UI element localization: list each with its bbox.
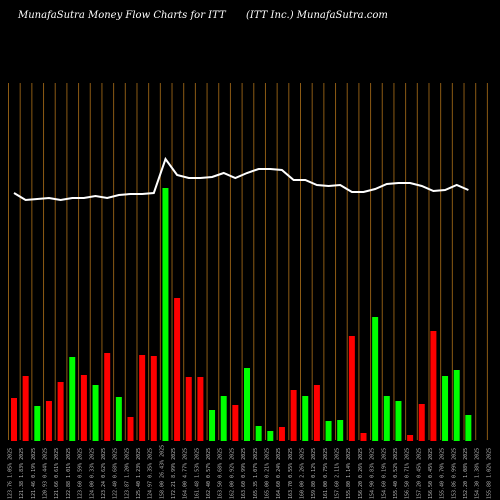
money-flow-bar	[442, 376, 449, 441]
x-tick-label: 159.80 0.12% 2025	[311, 448, 317, 499]
x-tick-label: 154.90 0.83% 2025	[370, 448, 376, 499]
money-flow-bar	[80, 375, 87, 441]
money-flow-bar	[11, 398, 17, 441]
money-flow-bar	[45, 401, 52, 441]
x-tick-label: 161.00 0.75% 2025	[323, 448, 329, 499]
x-tick-label: 153.86 0.99% 2025	[451, 448, 457, 499]
price-line	[13, 156, 469, 202]
x-tick-label: 163.60 0.99% 2025	[241, 448, 247, 499]
money-flow-bar	[278, 427, 285, 441]
x-tick-label: 125.40 1.23% 2025	[136, 448, 142, 499]
money-flow-bar	[244, 368, 250, 441]
money-flow-bar	[34, 406, 41, 441]
money-flow-bar	[325, 421, 332, 441]
x-tick-label: 123.24 0.62% 2025	[101, 448, 107, 499]
money-flow-bar	[383, 396, 390, 441]
x-tick-label: 155.40 0.52% 2025	[393, 448, 399, 499]
x-tick-label: 163.70 0.55% 2025	[288, 448, 294, 499]
money-flow-bar	[209, 410, 216, 441]
x-tick-label: 154.30 1.38% 2025	[475, 448, 481, 499]
money-flow-bar	[372, 317, 379, 441]
money-flow-bar	[360, 433, 367, 441]
x-tick-label: 122.88 1.01% 2025	[66, 448, 72, 499]
money-flow-bar	[127, 417, 134, 441]
money-flow-bar	[337, 420, 344, 441]
money-flow-bar	[115, 397, 122, 441]
x-tick-label: 156.50 0.45% 2025	[428, 448, 434, 499]
money-flow-bar	[453, 370, 460, 441]
x-tick-label: 121.38 1.83% 2025	[19, 448, 25, 499]
x-tick-label: 172.21 8.99% 2025	[171, 448, 177, 499]
x-tick-label: 162.40 0.57% 2025	[206, 448, 212, 499]
x-tick-label: 156.20 0.26% 2025	[358, 448, 364, 499]
money-flow-bar	[185, 377, 192, 441]
money-flow-bar	[465, 415, 472, 441]
money-flow-bar	[162, 188, 169, 441]
money-flow-bar	[395, 401, 402, 441]
money-flow-bar	[255, 426, 262, 441]
money-flow-bar	[69, 357, 76, 441]
x-tick-label: 155.88 1.02% 2025	[486, 448, 492, 499]
money-flow-bar	[407, 435, 414, 441]
x-tick-label: 124.00 0.33% 2025	[89, 448, 95, 499]
money-flow-bar	[348, 336, 355, 441]
money-flow-bar	[22, 376, 29, 441]
x-tick-label: 156.50 0.71% 2025	[405, 448, 411, 499]
money-flow-bar	[313, 385, 320, 441]
x-tick-label: 160.00 2.26% 2025	[300, 448, 306, 499]
x-tick-label: 164.00 4.77% 2025	[183, 448, 189, 499]
x-tick-label: 161.48 1.53% 2025	[194, 448, 200, 499]
x-tick-label: 120.93 0.44% 2025	[43, 448, 49, 499]
chart-subtitle: (ITT Inc.) MunafaSutra.com	[246, 10, 388, 21]
money-flow-bar	[267, 431, 274, 441]
money-flow-bar	[104, 353, 111, 441]
money-flow-bar	[430, 331, 437, 441]
money-flow-bar	[174, 298, 181, 441]
x-tick-label: 121.46 0.19% 2025	[31, 448, 37, 499]
x-tick-label: 121.66 0.61% 2025	[54, 448, 60, 499]
x-tick-label: 165.35 1.07% 2025	[253, 448, 259, 499]
money-flow-bar	[232, 405, 239, 441]
x-tick-label: 123.60 0.59% 2025	[78, 448, 84, 499]
x-tick-label: 155.80 1.14% 2025	[346, 448, 352, 499]
chart-title: MunafaSutra Money Flow Charts for ITT	[18, 10, 226, 21]
money-flow-bar	[150, 356, 157, 441]
x-tick-label: 163.50 0.68% 2025	[218, 448, 224, 499]
money-flow-bar	[57, 382, 64, 441]
x-tick-label: 157.20 0.45% 2025	[416, 448, 422, 499]
money-flow-bar	[418, 404, 425, 441]
money-flow-bar	[197, 377, 204, 441]
x-tick-label: 123.87 1.20% 2025	[124, 448, 130, 499]
x-tick-label: 123.76 1.05% 2025	[8, 448, 14, 499]
x-tick-label: 152.20 1.08% 2025	[463, 448, 469, 499]
x-tick-label: 158.00 26.43% 2025	[159, 445, 165, 499]
x-tick-label: 155.40 0.70% 2025	[440, 448, 446, 499]
x-tick-label: 122.40 0.68% 2025	[113, 448, 119, 499]
money-flow-bar	[92, 385, 99, 441]
x-tick-label: 164.60 0.24% 2025	[276, 448, 282, 499]
x-tick-label: 162.00 0.92% 2025	[229, 448, 235, 499]
money-flow-bar	[302, 396, 309, 441]
money-flow-bar	[220, 396, 227, 441]
x-tick-label: 157.60 2.11% 2025	[335, 448, 341, 499]
x-tick-label: 154.60 0.19% 2025	[381, 448, 387, 499]
money-flow-bar	[290, 390, 297, 441]
x-tick-label: 165.00 0.21% 2025	[264, 448, 270, 499]
money-flow-bar	[139, 355, 146, 441]
x-tick-label: 124.97 0.35% 2025	[148, 448, 154, 499]
